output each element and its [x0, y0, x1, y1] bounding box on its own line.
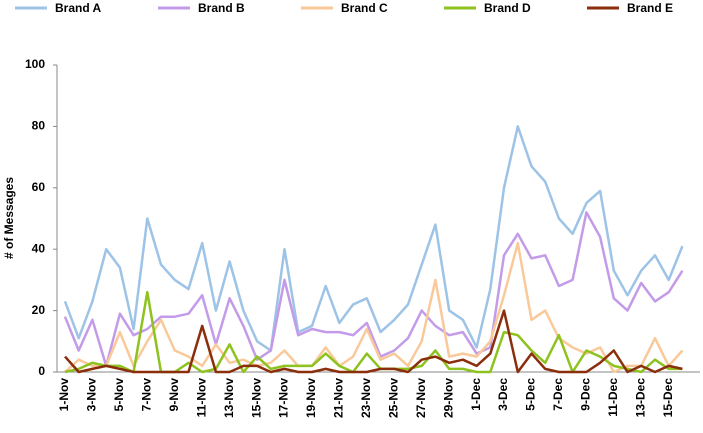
x-tick-label: 5-Nov [112, 378, 126, 412]
y-tick-label: 80 [32, 119, 46, 133]
x-tick-label: 15-Nov [249, 378, 263, 418]
line [64, 309, 683, 374]
x-tick-label: 29-Nov [441, 378, 455, 418]
x-tick-label: 15-Dec [661, 378, 675, 418]
x-tick-label: 9-Dec [579, 378, 593, 411]
x-tick-label: 13-Dec [633, 378, 647, 418]
x-tick-label: 1-Nov [57, 378, 71, 412]
y-axis-label: # of Messages [2, 177, 16, 259]
line [63, 125, 684, 352]
legend-label: Brand C [341, 1, 388, 15]
x-tick-label: 17-Nov [277, 378, 291, 418]
x-tick-label: 25-Nov [386, 378, 400, 418]
legend-label: Brand D [484, 1, 531, 15]
line [64, 290, 683, 374]
y-tick-label: 40 [32, 241, 46, 255]
x-tick-label: 21-Nov [332, 378, 346, 418]
x-tick-label: 19-Nov [304, 378, 318, 418]
x-tick-label: 5-Dec [524, 378, 538, 411]
x-tick-label: 11-Dec [606, 378, 620, 417]
x-tick-label: 7-Dec [551, 378, 565, 411]
x-tick-label: 27-Nov [414, 378, 428, 418]
y-tick-label: 100 [25, 57, 45, 71]
y-tick-label: 0 [38, 364, 45, 378]
x-tick-label: 11-Nov [194, 378, 208, 418]
x-tick-label: 3-Dec [496, 378, 510, 411]
line [63, 211, 684, 368]
x-tick-label: 3-Nov [85, 378, 99, 412]
x-tick-label: 9-Nov [167, 378, 181, 412]
x-tick-label: 23-Nov [359, 378, 373, 418]
legend-label: Brand E [627, 1, 673, 15]
y-tick-label: 60 [32, 180, 46, 194]
x-tick-label: 1-Dec [469, 378, 483, 411]
legend-label: Brand B [198, 1, 245, 15]
x-tick-label: 7-Nov [139, 378, 153, 412]
y-tick-label: 20 [32, 303, 46, 317]
line [64, 241, 684, 374]
x-tick-label: 13-Nov [222, 378, 236, 418]
legend-label: Brand A [55, 1, 102, 15]
